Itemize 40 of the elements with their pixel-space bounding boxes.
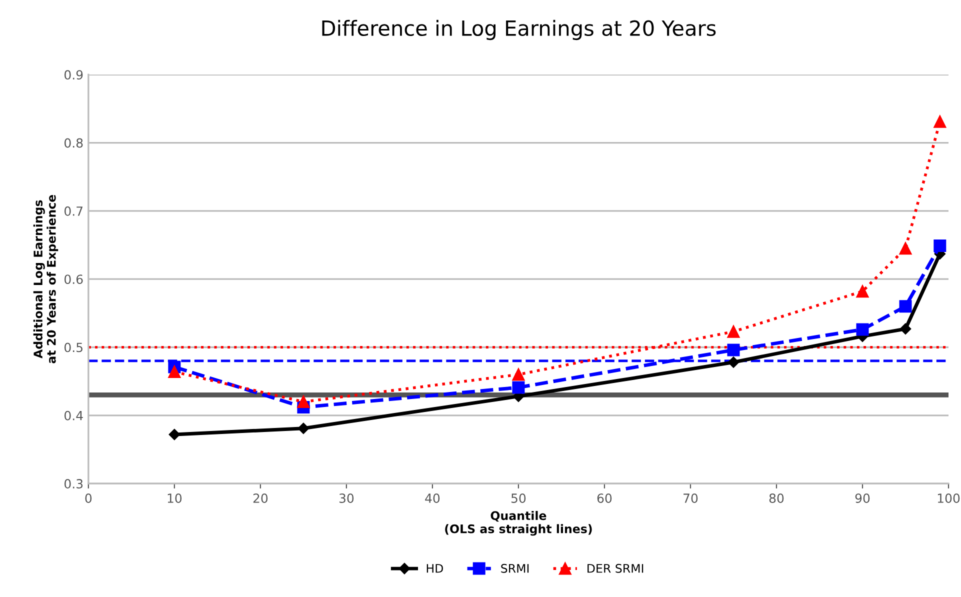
point bbox=[298, 422, 310, 434]
point bbox=[856, 323, 869, 336]
legend-label: SRMI bbox=[501, 564, 529, 573]
x-tick-label: 40 bbox=[425, 494, 440, 503]
legend-label: HD bbox=[426, 564, 443, 573]
point bbox=[168, 366, 181, 378]
x-tick-label: 10 bbox=[168, 494, 182, 503]
point bbox=[168, 428, 180, 440]
y-tick-label: 0.3 bbox=[64, 479, 83, 488]
y-tick-label: 0.6 bbox=[64, 274, 83, 284]
y-tick-label: 0.9 bbox=[64, 70, 83, 80]
point bbox=[512, 381, 525, 394]
x-tick-label: 100 bbox=[938, 494, 960, 503]
point bbox=[727, 325, 740, 338]
x-tick-label: 50 bbox=[511, 494, 526, 503]
point bbox=[899, 300, 912, 313]
point bbox=[727, 344, 740, 356]
x-tick-label: 30 bbox=[339, 494, 354, 503]
legend-label: DER SRMI bbox=[588, 564, 644, 573]
point bbox=[899, 242, 912, 255]
x-tick-label: 90 bbox=[855, 494, 870, 503]
point bbox=[856, 285, 869, 298]
y-axis-title: Additional Log Earnings at 20 Years of Experience bbox=[33, 194, 58, 364]
y-tick-label: 0.7 bbox=[64, 206, 82, 216]
x-tick-label: 80 bbox=[769, 494, 784, 503]
x-tick-label: 0 bbox=[85, 494, 92, 503]
point bbox=[297, 396, 310, 408]
y-tick-label: 0.5 bbox=[64, 342, 82, 352]
x-tick-label: 70 bbox=[684, 494, 698, 503]
chart-title: Difference in Log Earnings at 20 Years bbox=[322, 20, 716, 40]
x-tick-label: 20 bbox=[253, 494, 268, 503]
point bbox=[900, 323, 912, 334]
x-tick-label: 60 bbox=[597, 494, 612, 503]
y-tick-label: 0.8 bbox=[64, 138, 83, 148]
point bbox=[934, 115, 946, 128]
x-axis-title: Quantile (OLS as straight lines) bbox=[445, 510, 592, 536]
y-tick-label: 0.4 bbox=[64, 410, 83, 420]
point bbox=[512, 368, 525, 381]
point bbox=[934, 239, 946, 252]
point bbox=[728, 356, 740, 368]
